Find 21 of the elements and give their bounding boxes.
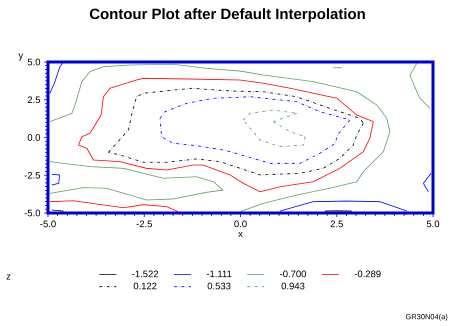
y-axis-title: y	[18, 54, 24, 60]
legend-title: z	[6, 274, 10, 280]
legend-label: -1.111	[206, 270, 232, 278]
x-tick-label: -2.5	[136, 220, 152, 228]
legend-label: -0.289	[354, 270, 381, 278]
y-tick-label: -5.0	[24, 210, 40, 216]
y-tick-label: 0.0	[28, 134, 40, 141]
legend-label: 0.122	[134, 282, 157, 290]
legend-label: 0.943	[282, 282, 304, 290]
y-tick-label: -2.5	[24, 172, 40, 179]
x-axis-title: x	[238, 232, 243, 238]
legend-label: -1.522	[132, 270, 158, 278]
x-tick-label: 2.5	[330, 220, 343, 228]
y-tick-label: 5.0	[28, 58, 40, 66]
legend-label: 0.533	[208, 282, 231, 290]
x-tick-label: -5.0	[40, 220, 56, 228]
x-tick-label: 5.0	[426, 220, 440, 228]
legend-label: -0.700	[280, 270, 306, 278]
x-tick-label: 0.0	[234, 220, 247, 228]
chart-title: Contour Plot after Default Interpolation	[90, 8, 365, 22]
y-tick-label: 2.5	[28, 96, 40, 104]
